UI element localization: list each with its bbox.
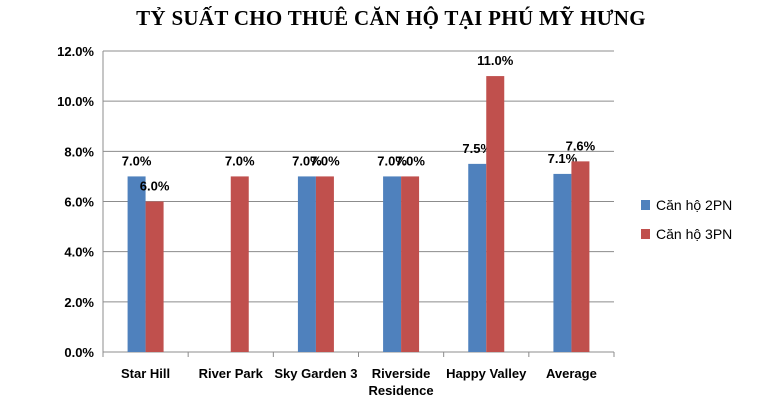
data-label: 7.0%: [377, 153, 407, 168]
bar: [486, 76, 505, 352]
bar: [468, 163, 487, 352]
bar: [145, 201, 164, 352]
data-label: 7.5%: [462, 141, 492, 156]
x-tick-label: Happy Valley: [446, 366, 527, 381]
y-tick-label: 4.0%: [64, 245, 94, 260]
y-tick-label: 2.0%: [64, 295, 94, 310]
data-label: 11.0%: [477, 53, 514, 68]
bar: [571, 161, 590, 352]
x-tick-label: Sky Garden 3: [274, 366, 357, 381]
x-tick-label: Riverside: [372, 366, 431, 381]
data-label: 7.6%: [566, 138, 596, 153]
y-tick-label: 6.0%: [64, 195, 94, 210]
bar: [553, 173, 572, 352]
data-label: 7.0%: [310, 153, 340, 168]
bar: [127, 176, 146, 352]
bar: [383, 176, 402, 352]
legend-label: Căn hộ 3PN: [656, 226, 732, 242]
data-label: 7.1%: [548, 151, 578, 166]
bar: [315, 176, 334, 352]
bar: [230, 176, 249, 352]
y-tick-label: 8.0%: [64, 144, 94, 159]
data-label: 7.0%: [292, 153, 322, 168]
y-tick-label: 12.0%: [57, 44, 94, 59]
data-label: 7.0%: [122, 153, 152, 168]
bar: [401, 176, 420, 352]
y-tick-label: 0.0%: [64, 345, 94, 360]
bar: [297, 176, 316, 352]
data-label: 6.0%: [140, 179, 170, 194]
x-tick-label: River Park: [199, 366, 264, 381]
y-tick-label: 10.0%: [57, 94, 94, 109]
legend-label: Căn hộ 2PN: [656, 197, 732, 213]
x-tick-label: Star Hill: [121, 366, 170, 381]
x-tick-label: Average: [546, 366, 597, 381]
legend-swatch: [641, 229, 650, 239]
data-label: 7.0%: [395, 153, 425, 168]
legend-swatch: [641, 200, 650, 210]
x-tick-label: Residence: [369, 383, 434, 398]
chart-title: TỶ SUẤT CHO THUÊ CĂN HỘ TẠI PHÚ MỸ HƯNG: [136, 6, 646, 30]
data-label: 7.0%: [225, 153, 255, 168]
